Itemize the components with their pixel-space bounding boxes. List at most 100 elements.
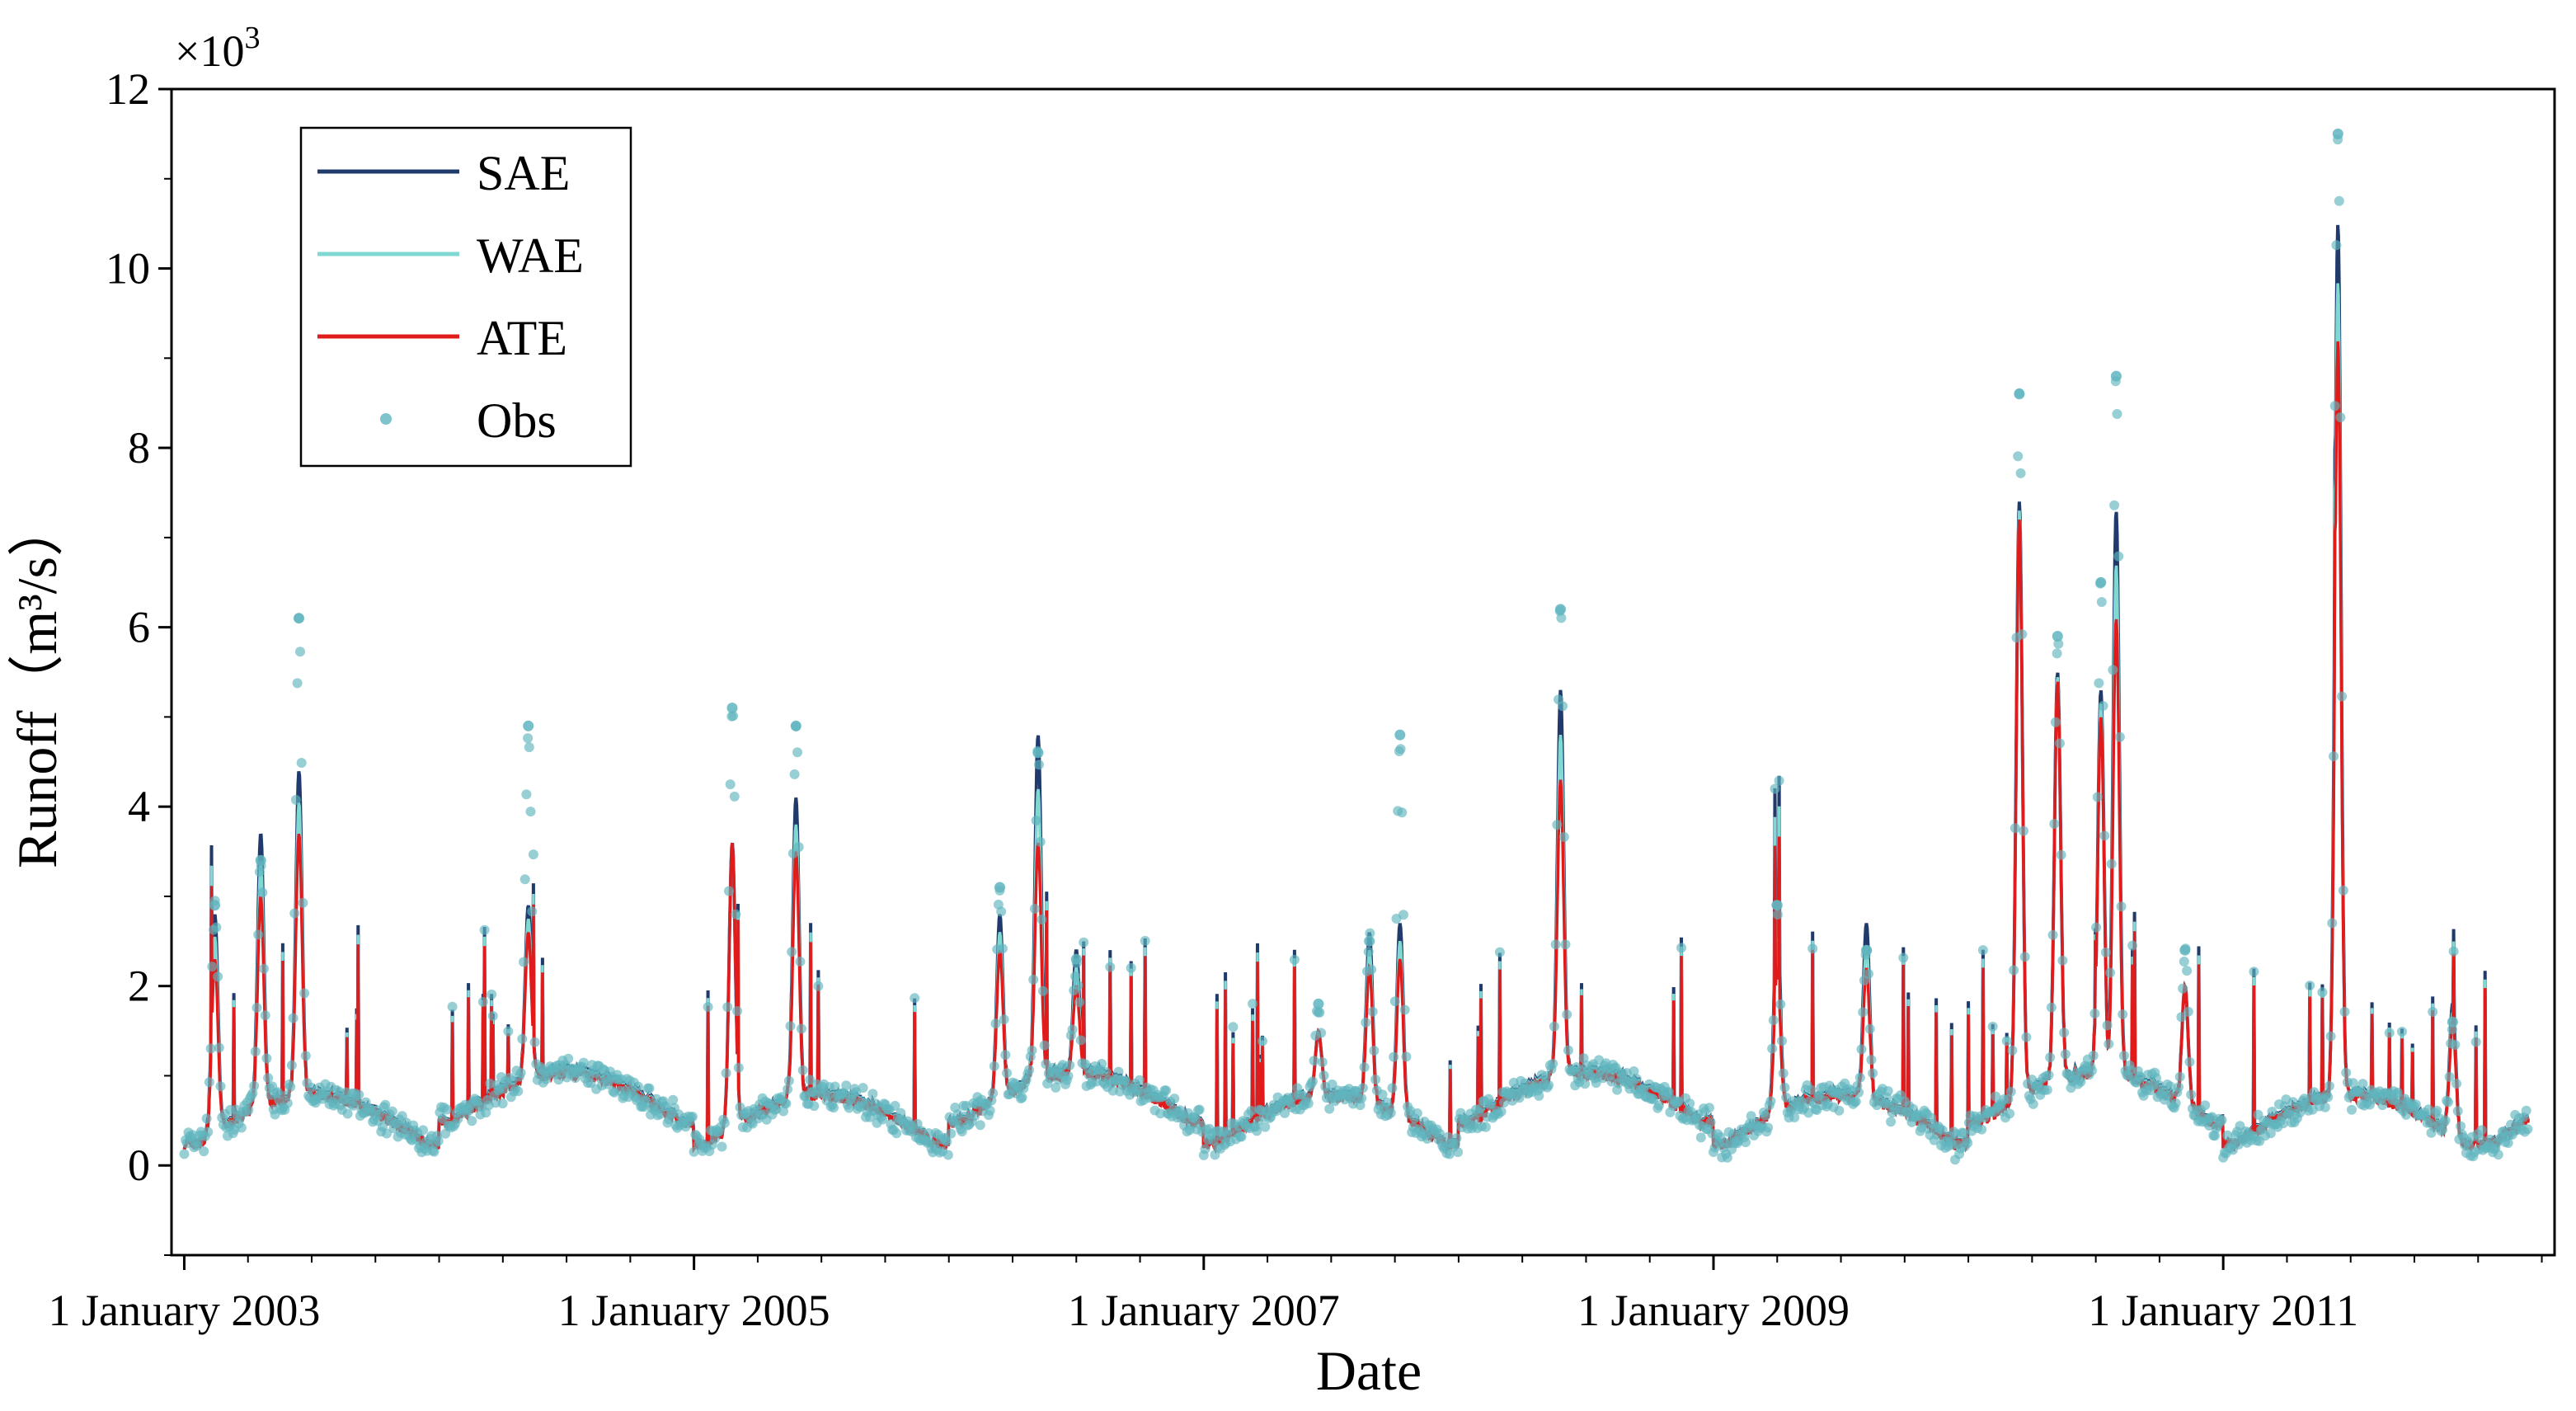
obs-point — [253, 929, 264, 940]
obs-point — [1496, 1106, 1507, 1117]
obs-point — [1367, 1006, 1378, 1017]
obs-point — [243, 1105, 254, 1116]
obs-point — [1858, 1007, 1869, 1018]
obs-point — [2042, 1084, 2052, 1095]
obs-point — [213, 971, 223, 982]
obs-point — [236, 1122, 247, 1133]
obs-point — [1991, 1091, 2001, 1102]
obs-point — [437, 1113, 448, 1124]
obs-point — [441, 1104, 452, 1115]
obs-point — [1401, 1051, 1412, 1062]
obs-point — [1499, 1098, 1509, 1108]
obs-point — [513, 1086, 524, 1097]
obs-point — [996, 906, 1007, 917]
obs-point — [2475, 1133, 2485, 1144]
obs-point — [1550, 939, 1561, 950]
legend-label-obs: Obs — [477, 393, 557, 448]
obs-point — [823, 1090, 834, 1101]
obs-point — [1898, 952, 1909, 963]
obs-point — [2348, 1078, 2358, 1089]
obs-point — [1289, 954, 1300, 965]
obs-point — [1194, 1104, 1205, 1115]
obs-point — [524, 742, 534, 753]
obs-point — [203, 1126, 214, 1137]
obs-point — [1307, 1076, 1318, 1087]
obs-point — [728, 711, 739, 722]
obs-point — [1097, 1059, 1107, 1069]
obs-point — [1035, 836, 1046, 847]
y-tick-label: 6 — [128, 603, 150, 652]
obs-point — [1854, 1087, 1864, 1098]
obs-point — [207, 962, 218, 972]
obs-point — [2087, 1065, 2097, 1076]
obs-point — [1359, 1062, 1370, 1073]
obs-point — [2249, 967, 2259, 977]
obs-point — [1361, 1017, 1371, 1028]
obs-point — [1834, 1105, 1845, 1116]
obs-point — [1451, 1133, 1462, 1144]
obs-point — [1091, 1076, 1102, 1087]
obs-point — [250, 1046, 261, 1057]
obs-point — [1357, 1083, 1368, 1094]
obs-point — [717, 1141, 727, 1152]
obs-point — [1480, 1122, 1491, 1132]
obs-point — [272, 1087, 283, 1098]
obs-point — [1868, 1068, 1878, 1079]
obs-point — [374, 1109, 385, 1120]
obs-peak-point — [1313, 998, 1324, 1009]
obs-point — [1453, 1147, 1464, 1158]
obs-point — [1200, 1144, 1210, 1155]
obs-point — [2043, 1070, 2054, 1080]
obs-point — [1365, 928, 1375, 938]
obs-point — [215, 1081, 226, 1092]
obs-peak-point — [1771, 900, 1783, 911]
obs-point — [1363, 947, 1374, 957]
y-tick-label: 8 — [128, 423, 150, 473]
obs-point — [829, 1103, 839, 1113]
y-tick-label: 4 — [128, 782, 150, 831]
obs-point — [2335, 412, 2346, 423]
obs-point — [2392, 1087, 2403, 1098]
obs-point — [2216, 1115, 2227, 1126]
obs-point — [2116, 901, 2127, 912]
obs-point — [2056, 849, 2066, 860]
axes-layer: 0 2 4 6 8 10 12 1 January 2003 1 January 2005 1 J… — [48, 64, 2543, 1335]
obs-point — [2165, 1081, 2175, 1092]
obs-point — [2329, 401, 2340, 412]
obs-peak-point — [2095, 576, 2107, 588]
obs-point — [1280, 1108, 1290, 1118]
obs-point — [1886, 1117, 1897, 1127]
obs-point — [731, 909, 741, 920]
obs-point — [1134, 1075, 1145, 1085]
obs-point — [1987, 1021, 1998, 1032]
obs-point — [1317, 1057, 1328, 1067]
obs-point — [2428, 1007, 2438, 1017]
obs-point — [2320, 1102, 2330, 1112]
obs-point — [342, 1108, 353, 1119]
obs-point — [2010, 823, 2020, 834]
obs-point — [2170, 1098, 2181, 1108]
obs-point — [1560, 939, 1571, 950]
obs-point — [285, 1082, 296, 1092]
obs-point — [2013, 451, 2024, 462]
obs-point — [1028, 974, 1039, 985]
obs-point — [2522, 1124, 2533, 1135]
obs-point — [2401, 1109, 2411, 1120]
obs-point — [1324, 1103, 1335, 1114]
obs-point — [1722, 1152, 1732, 1163]
x-tick-label: 1 January 2007 — [1068, 1286, 1340, 1335]
obs-point — [2179, 957, 2189, 967]
obs-point — [525, 807, 536, 817]
obs-point — [292, 678, 303, 689]
y-multiplier-label: ×103 — [175, 21, 260, 76]
obs-point — [1319, 1070, 1329, 1081]
obs-point — [910, 993, 920, 1004]
obs-point — [1399, 1004, 1410, 1015]
obs-point — [809, 1101, 820, 1112]
obs-point — [2108, 665, 2118, 675]
obs-point — [2057, 955, 2068, 966]
y-multiplier-exponent: 3 — [244, 21, 260, 55]
obs-point — [789, 769, 800, 779]
obs-point — [2105, 967, 2115, 978]
obs-point — [2164, 1090, 2174, 1101]
